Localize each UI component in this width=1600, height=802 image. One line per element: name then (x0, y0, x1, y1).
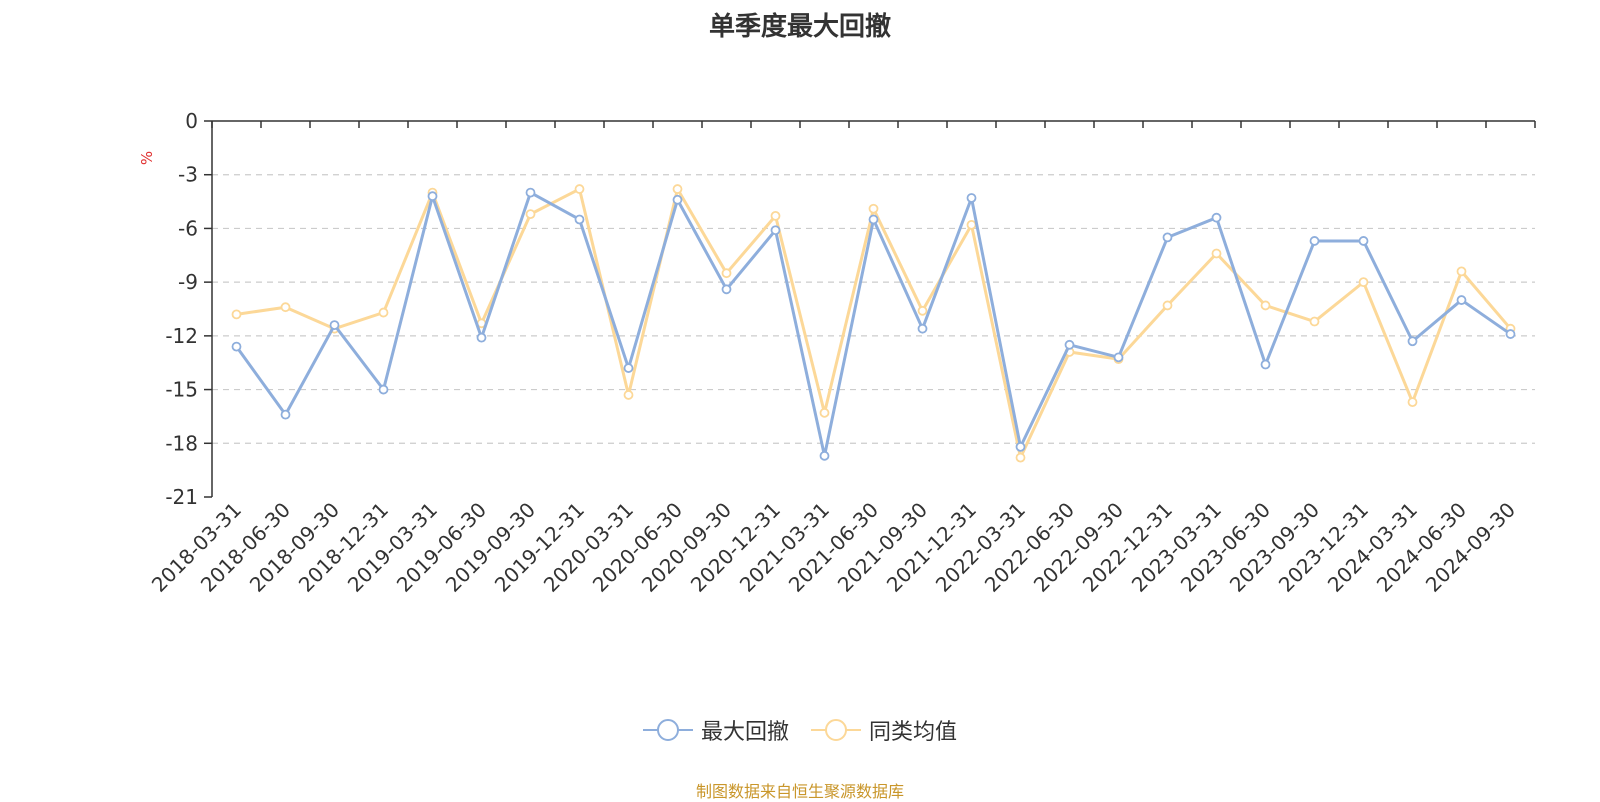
data-point (1162, 232, 1173, 243)
data-point (1113, 352, 1124, 363)
data-point (231, 309, 242, 320)
data-point (966, 219, 977, 230)
series-line (235, 191, 1512, 458)
data-point (1456, 266, 1467, 277)
data-point (623, 390, 634, 400)
data-point (525, 209, 536, 220)
data-point (1407, 397, 1418, 408)
data-point (1260, 300, 1271, 311)
y-axis-label: % (138, 151, 156, 165)
data-point (721, 284, 732, 295)
data-point (917, 305, 928, 316)
data-point (476, 332, 487, 343)
series-line (236, 187, 1512, 460)
y-tick-label: -9 (178, 270, 198, 294)
data-point (819, 407, 830, 418)
y-tick-label: -21 (165, 485, 198, 509)
data-point (1456, 295, 1467, 305)
legend: 最大回撤 同类均值 (0, 714, 1600, 746)
data-point (1211, 248, 1222, 259)
data-point (280, 302, 291, 313)
data-point (1015, 441, 1026, 452)
data-point (966, 193, 977, 203)
data-point (672, 194, 683, 205)
grid-lines (212, 174, 1535, 444)
data-point (329, 320, 340, 331)
data-point (427, 191, 438, 202)
data-point (280, 409, 291, 420)
series-lines (231, 184, 1516, 463)
data-point (1358, 236, 1369, 246)
data-point (1162, 300, 1173, 311)
chart-title: 单季度最大回撤 (708, 12, 891, 42)
y-tick-label: 0 (185, 109, 198, 133)
y-tick-label: -3 (178, 163, 198, 187)
data-point (378, 384, 389, 395)
data-point (231, 341, 242, 352)
y-tick-label: -18 (165, 431, 198, 455)
legend-label: 同类均值 (869, 720, 958, 745)
data-point (672, 184, 683, 194)
y-tick-label: -12 (165, 324, 198, 348)
data-point (378, 307, 389, 318)
legend-item-max-drawdown[interactable]: 最大回撤 (642, 714, 789, 746)
data-point (1407, 336, 1418, 347)
data-point (1309, 236, 1320, 246)
legend-label: 最大回撤 (700, 720, 789, 745)
legend-item-peer-average[interactable]: 同类均值 (811, 714, 957, 746)
data-point (917, 323, 928, 334)
y-tick-label: -6 (178, 216, 198, 240)
data-point (868, 203, 879, 214)
data-point (1211, 212, 1222, 223)
legend-marker-icon (642, 719, 693, 741)
data-point (770, 210, 781, 221)
series-peer-average (231, 184, 1516, 463)
data-point (721, 268, 732, 279)
data-point (1015, 452, 1026, 463)
data-point (1260, 359, 1271, 370)
data-point (1505, 329, 1516, 339)
data-point (574, 214, 585, 225)
source-note: 制图数据来自恒生聚源数据库 (695, 782, 904, 801)
data-point (525, 187, 536, 198)
data-point (1358, 277, 1369, 288)
data-point (868, 214, 879, 225)
data-point (819, 450, 830, 461)
series-max-drawdown (231, 187, 1516, 461)
data-point (770, 225, 781, 236)
data-point (574, 184, 585, 194)
data-point (1064, 339, 1075, 350)
legend-marker-icon (811, 719, 861, 741)
data-point (623, 363, 634, 373)
data-point (1309, 316, 1320, 327)
y-tick-label: -15 (165, 378, 198, 402)
